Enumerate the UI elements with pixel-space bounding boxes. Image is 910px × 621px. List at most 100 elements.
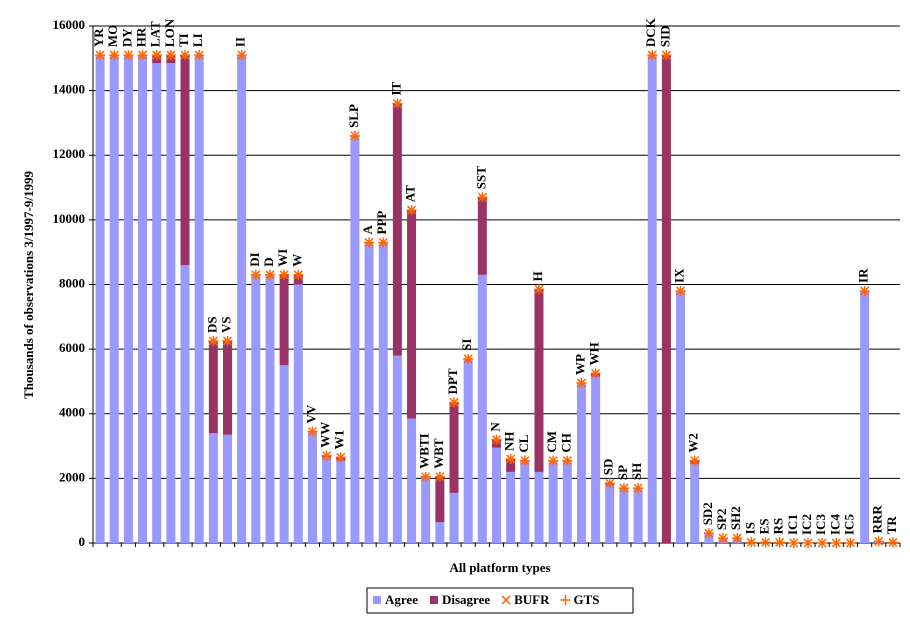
category-label: TI — [176, 33, 191, 47]
bar-segment — [180, 265, 190, 543]
category-label: DI — [247, 252, 262, 266]
marker — [760, 537, 771, 548]
bar-segment — [350, 135, 360, 544]
marker — [250, 269, 261, 280]
category-label: IC3 — [813, 514, 828, 535]
y-tick-label: 10000 — [53, 211, 86, 226]
category-label: DS — [204, 316, 219, 333]
bar-segment — [421, 476, 431, 543]
y-tick-label: 8000 — [59, 275, 85, 290]
bar-segment — [123, 55, 133, 544]
category-label: WBTI — [417, 433, 432, 468]
marker — [420, 471, 431, 482]
bar-segment — [506, 471, 516, 543]
marker — [406, 205, 417, 216]
marker — [689, 455, 700, 466]
category-label: SP2 — [714, 508, 729, 530]
bar-segment — [279, 365, 289, 543]
marker — [590, 368, 601, 379]
bar-segment — [307, 431, 317, 543]
bar-segment — [492, 447, 501, 543]
y-tick-label: 0 — [79, 534, 86, 549]
marker — [321, 450, 332, 461]
category-label: CL — [516, 434, 531, 452]
marker — [501, 595, 511, 605]
marker — [165, 50, 176, 61]
bar-segment — [208, 433, 218, 543]
bar-segment — [392, 103, 402, 356]
category-label: SD — [601, 459, 616, 476]
category-label: N — [487, 422, 502, 432]
marker — [180, 50, 191, 61]
y-tick-label: 16000 — [53, 17, 86, 32]
bar-segment — [322, 457, 332, 543]
category-label: LON — [162, 18, 177, 47]
marker — [562, 455, 573, 466]
category-label: SLP — [346, 104, 361, 128]
category-label: VS — [218, 316, 233, 333]
category-label: VV — [303, 404, 318, 423]
category-label: WW — [318, 422, 333, 448]
category-label: CM — [544, 431, 559, 453]
category-label: A — [360, 224, 375, 234]
category-label: HR — [134, 27, 149, 47]
category-label: WH — [587, 342, 602, 365]
category-label: W1 — [332, 430, 347, 450]
y-tick-label: 14000 — [53, 82, 86, 97]
marker — [661, 50, 672, 61]
category-label: WP — [572, 354, 587, 375]
marker — [434, 471, 445, 482]
bar-segment — [95, 55, 105, 544]
category-label: SID — [657, 25, 672, 47]
marker — [137, 50, 148, 61]
bar-segment — [293, 284, 303, 543]
marker — [378, 237, 389, 248]
legend-label: Disagree — [442, 592, 490, 607]
bar-segment — [477, 274, 487, 543]
bar-segment — [378, 242, 388, 543]
category-label: PPP — [374, 211, 389, 235]
bar-segment — [449, 402, 459, 493]
marker — [307, 426, 318, 437]
category-label: SI — [459, 339, 474, 351]
category-label: IC1 — [785, 514, 800, 535]
category-label: DCK — [643, 17, 658, 47]
marker — [222, 336, 233, 347]
bar-segment — [208, 341, 218, 434]
marker — [887, 537, 898, 548]
bar-segment — [619, 488, 629, 543]
bar-segment — [407, 418, 417, 543]
marker — [392, 98, 403, 109]
category-label: CH — [558, 433, 573, 453]
legend-swatch — [373, 596, 381, 604]
marker — [845, 538, 856, 548]
bar-segment — [166, 63, 176, 544]
marker — [236, 50, 247, 61]
marker — [576, 378, 587, 389]
bar-segment — [690, 463, 700, 543]
category-label: AT — [403, 185, 418, 202]
marker — [208, 336, 219, 347]
marker — [831, 538, 842, 548]
bar-segment — [435, 476, 445, 522]
y-tick-label: 12000 — [53, 146, 86, 161]
category-label: IR — [856, 268, 871, 283]
bar-segment — [194, 55, 204, 544]
bar-segment — [223, 434, 232, 543]
marker — [449, 397, 460, 408]
bar-segment — [647, 55, 657, 544]
category-label: SD2 — [700, 502, 715, 525]
category-label: D — [261, 257, 276, 266]
bar-segment — [534, 471, 544, 543]
category-label: LI — [190, 33, 205, 47]
legend-label: BUFR — [514, 592, 550, 607]
category-label: RS — [771, 518, 786, 535]
bar-segment — [109, 55, 119, 544]
bar-segment — [449, 492, 459, 543]
bar-segment — [576, 383, 586, 543]
category-label: IC4 — [827, 514, 842, 535]
marker — [718, 533, 729, 544]
marker — [477, 192, 488, 203]
legend-label: Agree — [385, 592, 418, 607]
